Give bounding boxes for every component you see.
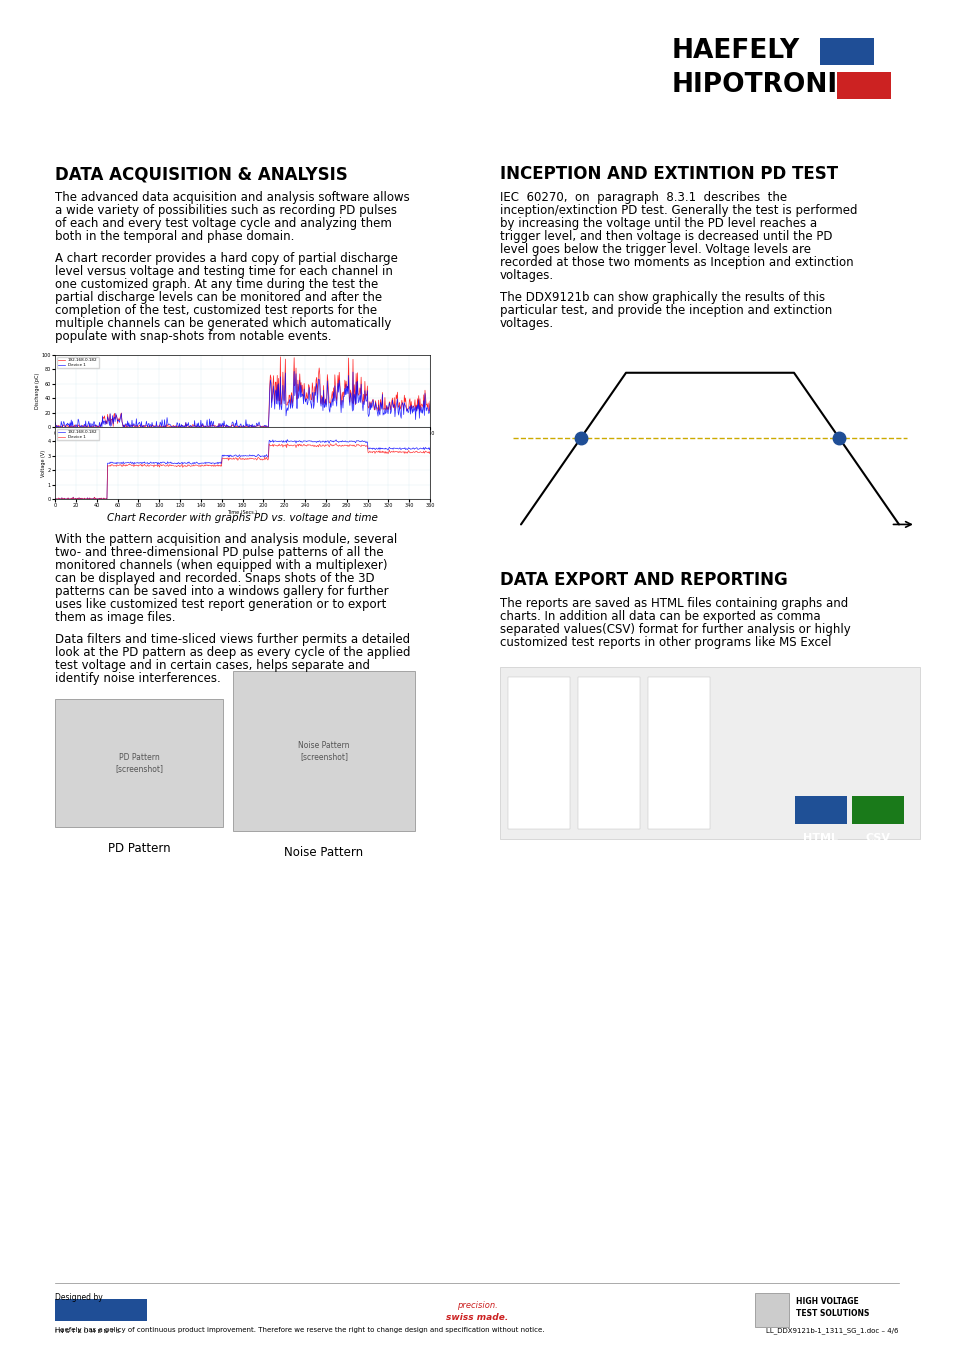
Text: swiss made.: swiss made. [445,1314,508,1322]
Text: identify noise interferences.: identify noise interferences. [55,672,220,684]
Text: them as image files.: them as image files. [55,612,175,624]
Bar [233,671,415,832]
Text: of each and every test voltage cycle and analyzing them: of each and every test voltage cycle and… [55,217,392,230]
Text: particular test, and provide the inception and extinction: particular test, and provide the incepti… [499,304,831,317]
Text: A chart recorder provides a hard copy of partial discharge: A chart recorder provides a hard copy of… [55,252,397,265]
Bar [55,699,223,828]
Text: PD Pattern: PD Pattern [108,842,171,855]
Text: IEC  60270,  on  paragraph  8.3.1  describes  the: IEC 60270, on paragraph 8.3.1 describes … [499,190,786,204]
Bar [578,676,639,829]
Text: recorded at those two moments as Inception and extinction: recorded at those two moments as Incepti… [499,256,853,269]
Text: separated values(CSV) format for further analysis or highly: separated values(CSV) format for further… [499,622,850,636]
Text: Tettex: Tettex [83,1327,119,1336]
Text: partial discharge levels can be monitored and after the: partial discharge levels can be monitore… [55,292,382,304]
Text: The reports are saved as HTML files containing graphs and: The reports are saved as HTML files cont… [499,597,847,610]
Text: The DDX9121b can show graphically the results of this: The DDX9121b can show graphically the re… [499,292,824,304]
Text: Noise Pattern: Noise Pattern [284,846,363,859]
Y-axis label: Voltage (V): Voltage (V) [41,450,47,477]
Text: both in the temporal and phase domain.: both in the temporal and phase domain. [55,230,294,243]
Text: uses like customized test report generation or to export: uses like customized test report generat… [55,598,386,612]
Text: DATA EXPORT AND REPORTING: DATA EXPORT AND REPORTING [499,571,787,589]
Bar [836,72,890,99]
X-axis label: Time (Secs.): Time (Secs.) [227,509,257,514]
Text: I N S T R U M E N T S: I N S T R U M E N T S [55,1328,120,1334]
Text: voltages.: voltages. [499,269,554,282]
Text: one customized graph. At any time during the test the: one customized graph. At any time during… [55,278,377,292]
Text: populate with snap-shots from notable events.: populate with snap-shots from notable ev… [55,329,331,343]
Text: DATA ACQUISITION & ANALYSIS: DATA ACQUISITION & ANALYSIS [55,165,348,184]
Text: by increasing the voltage until the PD level reaches a: by increasing the voltage until the PD l… [499,217,817,230]
Y-axis label: Discharge (pC): Discharge (pC) [35,373,40,409]
Text: inception/extinction PD test. Generally the test is performed: inception/extinction PD test. Generally … [499,204,857,217]
Text: patterns can be saved into a windows gallery for further: patterns can be saved into a windows gal… [55,585,388,598]
Bar [55,1299,147,1322]
Text: precision.: precision. [456,1301,497,1309]
Text: monitored channels (when equipped with a multiplexer): monitored channels (when equipped with a… [55,559,387,572]
Text: PD Pattern
[screenshot]: PD Pattern [screenshot] [115,753,163,772]
Bar [820,38,873,65]
Text: completion of the test, customized test reports for the: completion of the test, customized test … [55,304,376,317]
Bar [851,796,903,824]
Text: Chart Recorder with graphs PD vs. voltage and time: Chart Recorder with graphs PD vs. voltag… [107,513,377,522]
Text: HIGH VOLTAGE: HIGH VOLTAGE [795,1297,858,1305]
Legend: 192.168.0.182, Device 1: 192.168.0.182, Device 1 [57,358,99,369]
Text: a wide variety of possibilities such as recording PD pulses: a wide variety of possibilities such as … [55,204,396,217]
Text: test voltage and in certain cases, helps separate and: test voltage and in certain cases, helps… [55,659,370,672]
Text: trigger level, and then voltage is decreased until the PD: trigger level, and then voltage is decre… [499,230,832,243]
Text: HIPOTRONICS: HIPOTRONICS [671,72,876,99]
Text: Data filters and time-sliced views further permits a detailed: Data filters and time-sliced views furth… [55,633,410,647]
Text: can be displayed and recorded. Snaps shots of the 3D: can be displayed and recorded. Snaps sho… [55,572,375,585]
Bar [499,667,919,838]
Text: Designed by: Designed by [55,1293,103,1301]
Text: The advanced data acquisition and analysis software allows: The advanced data acquisition and analys… [55,190,410,204]
Text: HAEFELY: HAEFELY [671,38,800,63]
Text: two- and three-dimensional PD pulse patterns of all the: two- and three-dimensional PD pulse patt… [55,545,383,559]
Text: LL_DDX9121b-1_1311_SG_1.doc – 4/6: LL_DDX9121b-1_1311_SG_1.doc – 4/6 [765,1327,898,1334]
Text: HTML: HTML [802,833,838,842]
Text: customized test reports in other programs like MS Excel: customized test reports in other program… [499,636,831,649]
Text: look at the PD pattern as deep as every cycle of the applied: look at the PD pattern as deep as every … [55,647,410,659]
Text: level versus voltage and testing time for each channel in: level versus voltage and testing time fo… [55,265,393,278]
Bar [507,676,569,829]
Text: TEST SOLUTIONS: TEST SOLUTIONS [795,1310,868,1318]
Text: INCEPTION AND EXTINTION PD TEST: INCEPTION AND EXTINTION PD TEST [499,165,838,184]
Bar [647,676,709,829]
Text: multiple channels can be generated which automatically: multiple channels can be generated which… [55,317,391,329]
Legend: 192.168.0.182, Device 1: 192.168.0.182, Device 1 [57,429,99,440]
Bar [754,1293,788,1327]
Text: Noise Pattern
[screenshot]: Noise Pattern [screenshot] [298,741,350,760]
Text: voltages.: voltages. [499,317,554,329]
Bar [794,796,846,824]
X-axis label: Time (Secs.): Time (Secs.) [227,437,257,443]
Text: charts. In addition all data can be exported as comma: charts. In addition all data can be expo… [499,610,820,622]
Text: Haefely has a policy of continuous product improvement. Therefore we reserve the: Haefely has a policy of continuous produ… [55,1327,544,1332]
Text: CSV: CSV [864,833,889,842]
Text: With the pattern acquisition and analysis module, several: With the pattern acquisition and analysi… [55,533,396,545]
Text: level goes below the trigger level. Voltage levels are: level goes below the trigger level. Volt… [499,243,810,256]
